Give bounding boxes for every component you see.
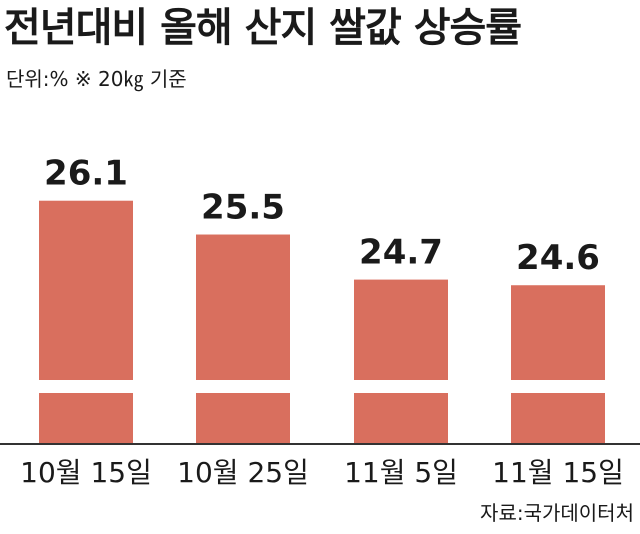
- data-label-1: 26.1: [44, 154, 128, 194]
- unit-note: 단위:% ※ 20㎏ 기준: [6, 67, 187, 91]
- category-label-3: 11월 5일: [344, 456, 458, 489]
- chart-title: 전년대비 올해 산지 쌀값 상승률: [4, 5, 522, 51]
- category-label-4: 11월 15일: [492, 456, 624, 489]
- axis-break: [0, 380, 640, 393]
- data-label-4: 24.6: [516, 238, 600, 278]
- bar-1: [39, 200, 133, 443]
- category-label-2: 10월 25일: [177, 456, 309, 489]
- bar-4: [511, 285, 605, 443]
- data-label-2: 25.5: [201, 188, 285, 228]
- bar-3: [354, 279, 448, 443]
- source-note: 자료:국가데이터처: [480, 501, 634, 525]
- category-label-1: 10월 15일: [20, 456, 152, 489]
- data-label-3: 24.7: [359, 233, 443, 273]
- bar-2: [196, 234, 290, 443]
